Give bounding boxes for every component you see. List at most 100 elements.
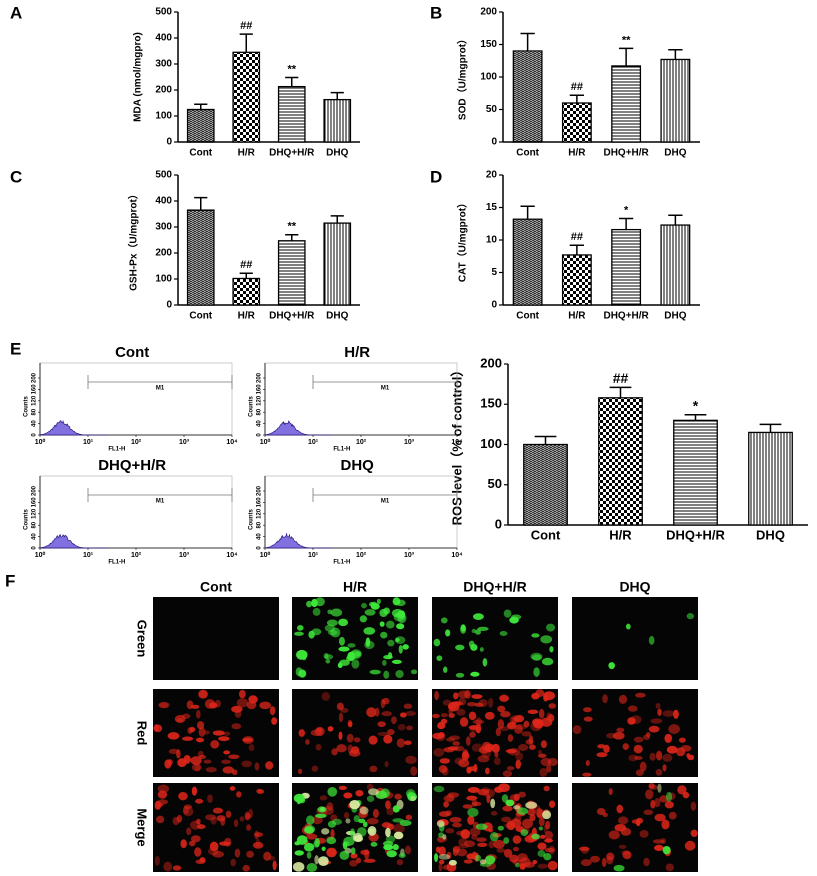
- gate-marker: [312, 375, 458, 389]
- cell-blob: [410, 795, 417, 802]
- cell-blob: [370, 841, 378, 847]
- y-axis-label: Counts: [24, 509, 30, 530]
- x-axis-label: FL1-H: [108, 560, 125, 566]
- x-tick-label: 10³: [404, 439, 415, 446]
- cell-blob: [690, 829, 698, 838]
- cell-blob: [362, 821, 368, 828]
- cell-blob: [535, 689, 545, 698]
- cell-blob: [338, 731, 343, 740]
- cell-blob: [443, 801, 449, 808]
- x-tick-label: H/R: [238, 311, 256, 322]
- cell-blob: [348, 721, 353, 728]
- cell-blob: [154, 855, 160, 866]
- cell-blob: [466, 853, 476, 860]
- cell-blob: [648, 784, 659, 790]
- cell-blob: [505, 748, 518, 754]
- cell-blob: [248, 744, 255, 752]
- cell-blob: [190, 756, 202, 766]
- cell-blob: [657, 783, 662, 793]
- cell-blob: [306, 833, 318, 840]
- cell-blob: [493, 757, 501, 766]
- cell-blob: [436, 655, 443, 661]
- cell-blob: [377, 721, 387, 728]
- cell-blob: [369, 765, 378, 773]
- cell-blob: [462, 804, 473, 809]
- cell-blob: [497, 825, 504, 831]
- cell-blob: [439, 758, 451, 764]
- cell-blob: [380, 698, 386, 709]
- cell-blob: [475, 854, 482, 862]
- cell-blob: [391, 659, 402, 664]
- cell-blob: [246, 850, 254, 858]
- cell-blob: [642, 734, 651, 740]
- cell-blob: [583, 716, 593, 722]
- cell-blob: [543, 785, 550, 792]
- cell-blob: [664, 733, 673, 743]
- cell-blob: [387, 729, 395, 736]
- cell-blob: [628, 754, 638, 762]
- cell-blob: [189, 726, 196, 733]
- cell-blob: [543, 852, 552, 861]
- y-tick-label: 0: [495, 516, 502, 531]
- cell-blob: [540, 740, 547, 749]
- cell-blob: [514, 862, 520, 868]
- y-tick-label: 0: [166, 137, 172, 148]
- cell-blob: [368, 735, 378, 745]
- cell-blob: [528, 744, 536, 750]
- cell-blob: [432, 713, 440, 719]
- x-tick-label: H/R: [568, 311, 586, 322]
- cell-blob: [338, 785, 347, 791]
- cell-blob: [396, 623, 405, 630]
- error-bar: [668, 214, 683, 226]
- cell-blob: [533, 667, 540, 677]
- cell-blob: [457, 690, 470, 699]
- error-bar: [668, 48, 683, 60]
- cell-blob: [617, 816, 629, 825]
- cell-blob: [639, 761, 647, 772]
- significance-label: ##: [571, 81, 583, 93]
- cell-blob: [509, 715, 520, 724]
- error-bar: [520, 32, 535, 51]
- cell-blob: [178, 792, 188, 801]
- bar: [673, 419, 718, 526]
- cell-blob: [183, 804, 193, 810]
- cell-blob: [330, 829, 335, 839]
- y-tick-label: 100: [480, 436, 502, 451]
- cell-blob: [531, 633, 540, 638]
- cell-blob: [238, 689, 246, 699]
- x-tick-label: DHQ: [326, 311, 348, 322]
- y-tick-label: 200: [257, 485, 263, 496]
- column-label: Cont: [200, 579, 232, 595]
- bar: [512, 218, 543, 306]
- y-tick-label: 0: [491, 137, 497, 148]
- cell-blob: [512, 835, 522, 844]
- cell-blob: [677, 785, 687, 795]
- cell-blob: [364, 640, 375, 650]
- cell-blob: [455, 644, 465, 651]
- cell-blob: [159, 701, 170, 709]
- cell-blob: [383, 844, 394, 851]
- cell-blob: [203, 759, 212, 764]
- cell-blob: [616, 727, 625, 733]
- cell-blob: [317, 806, 327, 813]
- cell-blob: [385, 800, 391, 810]
- y-tick-label: 200: [155, 85, 172, 96]
- cell-blob: [471, 799, 478, 807]
- x-tick-label: 10²: [131, 439, 142, 446]
- y-tick-label: 80: [257, 408, 263, 415]
- x-tick-label: 10¹: [308, 552, 319, 559]
- cell-blob: [608, 662, 615, 670]
- significance-label: **: [287, 63, 296, 75]
- cell-blob: [197, 750, 204, 758]
- cell-blob: [204, 699, 216, 709]
- cell-blob: [216, 815, 226, 822]
- x-tick-label: 10⁴: [226, 439, 238, 446]
- cell-blob: [369, 669, 381, 675]
- cell-blob: [392, 844, 399, 851]
- x-tick-label: DHQ+H/R: [603, 311, 649, 322]
- cell-blob: [255, 838, 261, 848]
- cell-blob: [648, 783, 655, 789]
- cell-blob: [503, 848, 513, 858]
- x-axis-label: FL1-H: [108, 447, 125, 453]
- cell-blob: [306, 862, 318, 872]
